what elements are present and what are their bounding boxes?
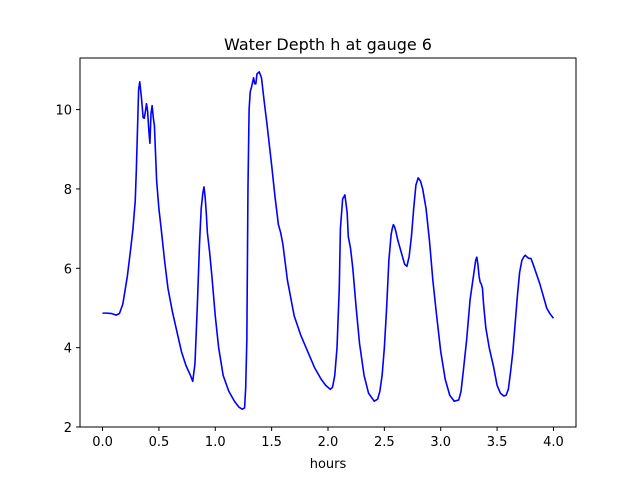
- x-tick-label: 3.0: [430, 435, 451, 450]
- x-tick-label: 4.0: [543, 435, 564, 450]
- y-tick-label: 8: [64, 183, 72, 198]
- y-axis: 2 4 6 8 10: [55, 104, 80, 436]
- plot-area: [79, 57, 577, 428]
- y-tick-label: 4: [64, 342, 72, 357]
- y-tick-label: 10: [55, 104, 72, 119]
- series-line-0: [102, 71, 555, 410]
- x-axis: 0.0 0.5 1.0 1.5 2.0 2.5 3.0 3.5 4.0: [92, 427, 564, 450]
- chart-title: Water Depth h at gauge 6: [224, 35, 432, 54]
- x-tick-label: 0.5: [149, 435, 170, 450]
- x-tick-label: 0.0: [92, 435, 113, 450]
- x-tick-label: 1.0: [205, 435, 226, 450]
- y-tick-label: 6: [64, 262, 72, 277]
- y-tick-label: 2: [64, 421, 72, 436]
- x-axis-label: hours: [310, 457, 347, 472]
- x-tick-label: 3.5: [487, 435, 508, 450]
- x-tick-label: 2.5: [374, 435, 395, 450]
- axes-frame: [79, 57, 577, 428]
- x-tick-label: 1.5: [261, 435, 282, 450]
- x-tick-label: 2.0: [318, 435, 339, 450]
